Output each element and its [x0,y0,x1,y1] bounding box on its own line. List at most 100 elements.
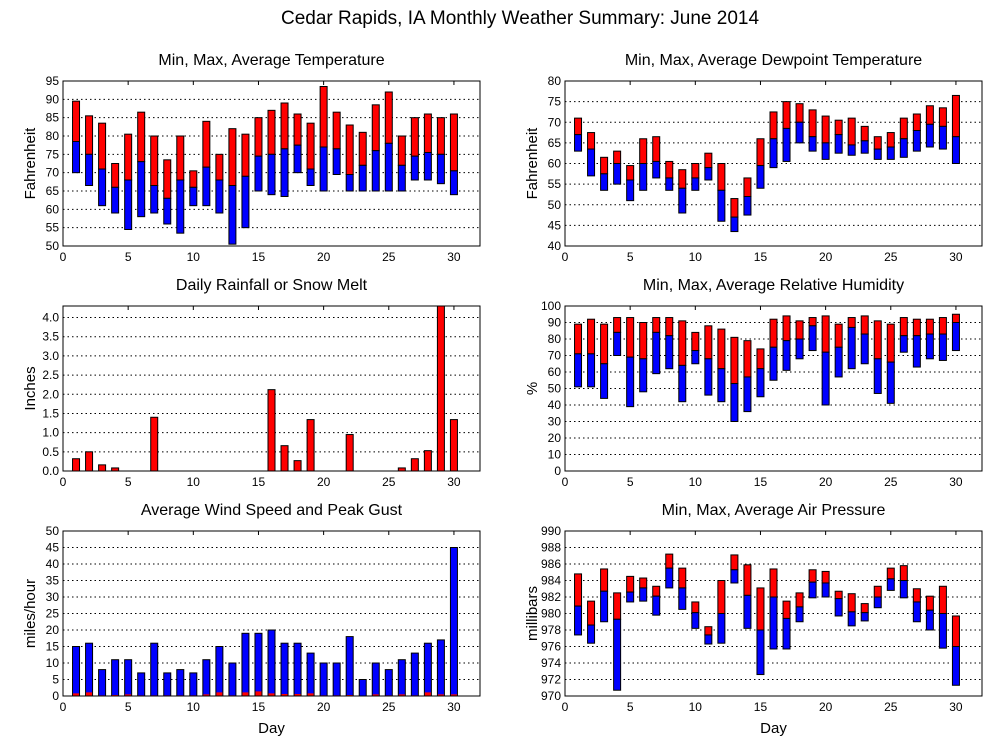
bar-max-segment [124,133,133,181]
bar-max-segment [847,593,856,613]
bar-min-segment [769,346,778,381]
rain-bar [410,458,419,472]
bar-max-segment [886,132,895,148]
x-tick-label: 30 [447,475,461,489]
bar-min-segment [678,587,687,610]
bar-min-segment [691,350,700,365]
avg-wind-bar [242,692,249,696]
x-tick-label: 25 [382,250,396,264]
bar-min-segment [925,123,934,148]
bar-max-segment [332,111,341,150]
bar-min-segment [150,185,159,214]
bar-max-segment [925,105,934,125]
bar-min-segment [72,141,81,174]
x-tick-label: 20 [317,475,331,489]
avg-wind-bar [294,694,301,696]
bar-min-segment [951,136,960,164]
gust-bar [319,662,328,697]
y-tick-label: 100 [541,299,561,313]
gust-bar [228,662,237,697]
bar-min-segment [228,185,237,245]
rain-bar [85,451,94,472]
gust-bar [332,662,341,697]
bar-min-segment [626,356,635,408]
bar-max-segment [717,328,726,370]
bar-max-segment [600,156,609,175]
bar-min-segment [821,351,830,406]
bar-max-segment [756,138,765,167]
x-tick-label: 10 [187,475,201,489]
y-tick-label: 974 [541,656,561,670]
bar-min-segment [202,166,211,207]
y-tick-label: 80 [548,332,562,346]
y-tick-label: 35 [46,574,60,588]
bar-min-segment [847,144,856,156]
y-tick-label: 40 [548,398,562,412]
bar-max-segment [743,340,752,378]
bar-min-segment [639,163,648,191]
y-tick-label: 55 [46,221,60,235]
x-axis-label: Day [760,720,787,737]
bar-min-segment [834,134,843,154]
bar-max-segment [345,124,354,175]
bar-max-segment [730,198,739,218]
bar-max-segment [782,600,791,619]
y-tick-label: 2.0 [42,387,59,401]
panel-pressure: Min, Max, Average Air Pressuremillibars9… [524,502,983,737]
gust-bar [202,659,211,697]
bar-min-segment [358,164,367,192]
rain-bar [306,419,315,472]
x-tick-label: 25 [884,700,898,714]
bar-max-segment [743,564,752,596]
bar-max-segment [873,585,882,598]
bar-max-segment [717,580,726,614]
y-tick-label: 50 [46,239,60,253]
bar-min-segment [436,153,445,185]
bar-max-segment [873,136,882,150]
bar-min-segment [652,595,661,616]
bar-max-segment [176,135,185,181]
bar-max-segment [704,626,713,636]
bar-min-segment [756,165,765,189]
bar-min-segment [938,333,947,361]
y-tick-label: 1.5 [42,406,59,420]
bar-min-segment [332,148,341,175]
bar-min-segment [574,134,583,152]
y-tick-label: 50 [548,198,562,212]
y-tick-label: 984 [541,574,561,588]
y-tick-label: 972 [541,673,561,687]
x-tick-label: 30 [447,250,461,264]
bar-min-segment [730,383,739,422]
y-tick-label: 50 [548,382,562,396]
x-tick-label: 15 [252,475,266,489]
bar-max-segment [925,318,934,335]
panel-rain: Daily Rainfall or Snow Melt Inches 0.0 0.5 1… [22,277,481,489]
bar-max-segment [795,320,804,340]
gust-bar [98,669,107,697]
bar-max-segment [704,152,713,169]
y-axis-label: millibars [524,586,541,641]
bar-min-segment [886,578,895,591]
bar-min-segment [319,146,328,192]
avg-wind-bar [268,693,275,696]
bar-min-segment [678,364,687,403]
bar-min-segment [873,596,882,609]
y-tick-label: 3.5 [42,330,59,344]
gust-bar [293,642,302,697]
bar-max-segment [600,323,609,365]
bar-max-segment [938,317,947,335]
gust-bar [254,632,263,697]
bar-max-segment [782,101,791,129]
bar-max-segment [652,317,661,333]
bar-max-segment [639,138,648,164]
bar-max-segment [371,104,380,152]
x-tick-label: 15 [252,700,266,714]
bar-max-segment [821,570,830,584]
bar-max-segment [587,132,596,150]
y-tick-label: 90 [46,92,60,106]
gust-bar [358,679,367,697]
bar-min-segment [189,186,198,207]
bar-min-segment [652,160,661,179]
bar-max-segment [860,603,869,614]
